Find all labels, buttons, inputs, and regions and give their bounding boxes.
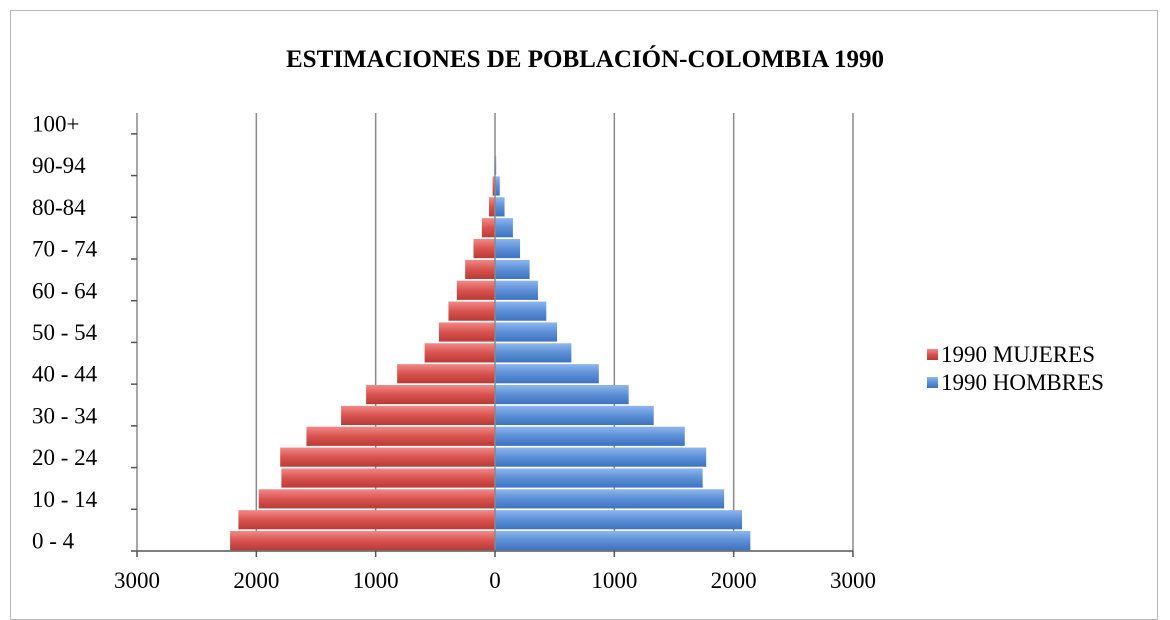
bar-mujeres-15 — [482, 218, 495, 237]
legend-swatch-mujeres — [927, 349, 938, 360]
bar-mujeres-13 — [465, 260, 495, 279]
bar-mujeres-0 — [230, 531, 495, 550]
y-tick-label: 50 - 54 — [32, 320, 98, 345]
bar-hombres-8 — [495, 364, 599, 383]
y-tick-labels: 0 - 4 10 - 14 20 - 24 30 - 34 40 - 44 50 - 54… — [32, 111, 98, 553]
y-tick-label: 10 - 14 — [32, 487, 98, 512]
bar-mujeres-11 — [448, 302, 495, 321]
x-tick-label: 3000 — [114, 568, 160, 593]
bar-mujeres-7 — [366, 385, 495, 404]
bar-mujeres-9 — [425, 343, 495, 362]
bar-hombres-6 — [495, 406, 654, 425]
y-tick-label: 30 - 34 — [32, 403, 98, 428]
bar-hombres-4 — [495, 448, 706, 467]
y-tick-label: 100+ — [32, 111, 79, 136]
bar-mujeres-4 — [280, 448, 495, 467]
bar-mujeres-6 — [341, 406, 495, 425]
bar-mujeres-8 — [397, 364, 495, 383]
bar-hombres-2 — [495, 489, 724, 508]
bar-hombres-16 — [495, 197, 505, 216]
bar-mujeres-1 — [238, 510, 495, 529]
bars — [230, 135, 750, 550]
y-tick-label: 80-84 — [32, 195, 86, 220]
bar-hombres-7 — [495, 385, 629, 404]
bar-mujeres-3 — [281, 468, 495, 487]
y-tick-label: 90-94 — [32, 153, 86, 178]
x-tick-label: 1000 — [353, 568, 399, 593]
x-tick-labels: 3000 2000 1000 0 1000 2000 3000 — [114, 568, 876, 593]
bar-mujeres-10 — [439, 322, 495, 341]
bar-mujeres-16 — [489, 197, 495, 216]
bar-hombres-12 — [495, 281, 538, 300]
legend: 1990 MUJERES 1990 HOMBRES — [927, 342, 1104, 395]
bar-hombres-10 — [495, 322, 557, 341]
x-tick-label: 1000 — [591, 568, 637, 593]
y-tick-label: 60 - 64 — [32, 278, 98, 303]
y-tick-label: 70 - 74 — [32, 237, 98, 262]
bar-hombres-3 — [495, 468, 703, 487]
bar-hombres-15 — [495, 218, 513, 237]
bar-mujeres-2 — [259, 489, 495, 508]
bar-mujeres-12 — [457, 281, 495, 300]
bar-mujeres-14 — [474, 239, 495, 258]
x-tick-label: 2000 — [711, 568, 757, 593]
y-tick-label: 0 - 4 — [32, 529, 75, 554]
y-tick-label: 20 - 24 — [32, 445, 98, 470]
x-tick-label: 0 — [489, 568, 501, 593]
bar-hombres-13 — [495, 260, 530, 279]
legend-label-mujeres: 1990 MUJERES — [941, 342, 1095, 367]
x-tick-label: 2000 — [233, 568, 279, 593]
bar-hombres-0 — [495, 531, 750, 550]
bar-hombres-14 — [495, 239, 520, 258]
y-tick-label: 40 - 44 — [32, 362, 98, 387]
chart-title: ESTIMACIONES DE POBLACIÓN-COLOMBIA 1990 — [286, 45, 884, 73]
bar-hombres-9 — [495, 343, 571, 362]
legend-label-hombres: 1990 HOMBRES — [941, 370, 1104, 395]
bar-hombres-1 — [495, 510, 742, 529]
bar-hombres-5 — [495, 427, 685, 446]
legend-swatch-hombres — [927, 377, 938, 388]
x-tick-label: 3000 — [830, 568, 876, 593]
bar-mujeres-5 — [306, 427, 495, 446]
bar-hombres-11 — [495, 302, 546, 321]
